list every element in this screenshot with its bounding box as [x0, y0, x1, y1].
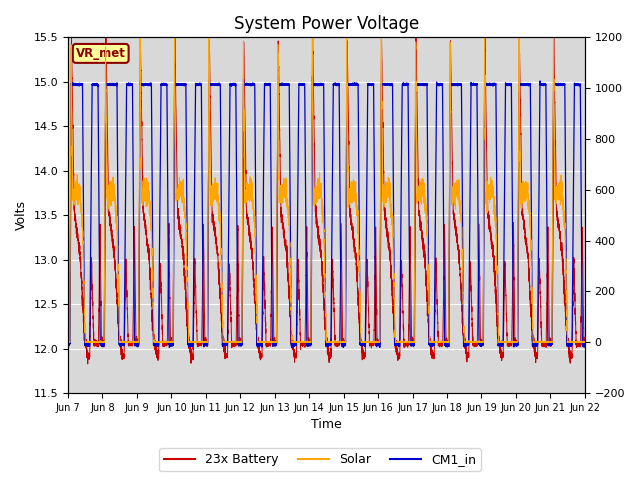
- Solar: [471, 339, 479, 345]
- Solar: [397, 339, 405, 345]
- Solar: [175, 197, 182, 203]
- CM1_in: [581, 341, 589, 347]
- Solar: [308, 19, 316, 25]
- 23x Battery: [581, 339, 589, 345]
- Solar: [169, 339, 177, 345]
- X-axis label: Time: Time: [311, 419, 342, 432]
- 23x Battery: [471, 342, 479, 348]
- 23x Battery: [258, 353, 266, 359]
- Solar: [258, 339, 266, 345]
- Solar: [581, 339, 589, 345]
- 23x Battery: [170, 303, 177, 309]
- CM1_in: [175, 82, 182, 87]
- 23x Battery: [171, 30, 179, 36]
- Y-axis label: Volts: Volts: [15, 200, 28, 230]
- CM1_in: [169, 340, 177, 346]
- CM1_in: [471, 81, 479, 86]
- Solar: [64, 339, 72, 345]
- Solar: [579, 339, 587, 345]
- 23x Battery: [397, 257, 405, 263]
- Line: Solar: Solar: [68, 22, 585, 342]
- 23x Battery: [84, 361, 92, 367]
- CM1_in: [258, 341, 266, 347]
- CM1_in: [397, 149, 405, 155]
- CM1_in: [288, 345, 296, 350]
- CM1_in: [579, 341, 587, 347]
- 23x Battery: [64, 342, 72, 348]
- 23x Battery: [175, 218, 182, 224]
- Line: CM1_in: CM1_in: [68, 76, 585, 348]
- 23x Battery: [579, 275, 587, 281]
- CM1_in: [308, 73, 316, 79]
- Title: System Power Voltage: System Power Voltage: [234, 15, 419, 33]
- Line: 23x Battery: 23x Battery: [68, 33, 585, 364]
- CM1_in: [64, 340, 72, 346]
- Text: VR_met: VR_met: [76, 47, 125, 60]
- Legend: 23x Battery, Solar, CM1_in: 23x Battery, Solar, CM1_in: [159, 448, 481, 471]
